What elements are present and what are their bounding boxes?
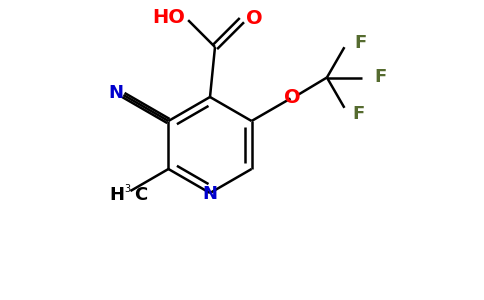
- Text: H: H: [109, 186, 124, 204]
- Text: F: F: [354, 34, 367, 52]
- Text: N: N: [202, 185, 217, 203]
- Text: N: N: [108, 84, 123, 102]
- Text: $_3$: $_3$: [124, 181, 132, 195]
- Text: C: C: [135, 186, 148, 204]
- Text: O: O: [284, 88, 301, 107]
- Text: HO: HO: [152, 8, 185, 27]
- Text: F: F: [374, 68, 386, 86]
- Text: O: O: [246, 9, 262, 28]
- Text: F: F: [352, 105, 364, 123]
